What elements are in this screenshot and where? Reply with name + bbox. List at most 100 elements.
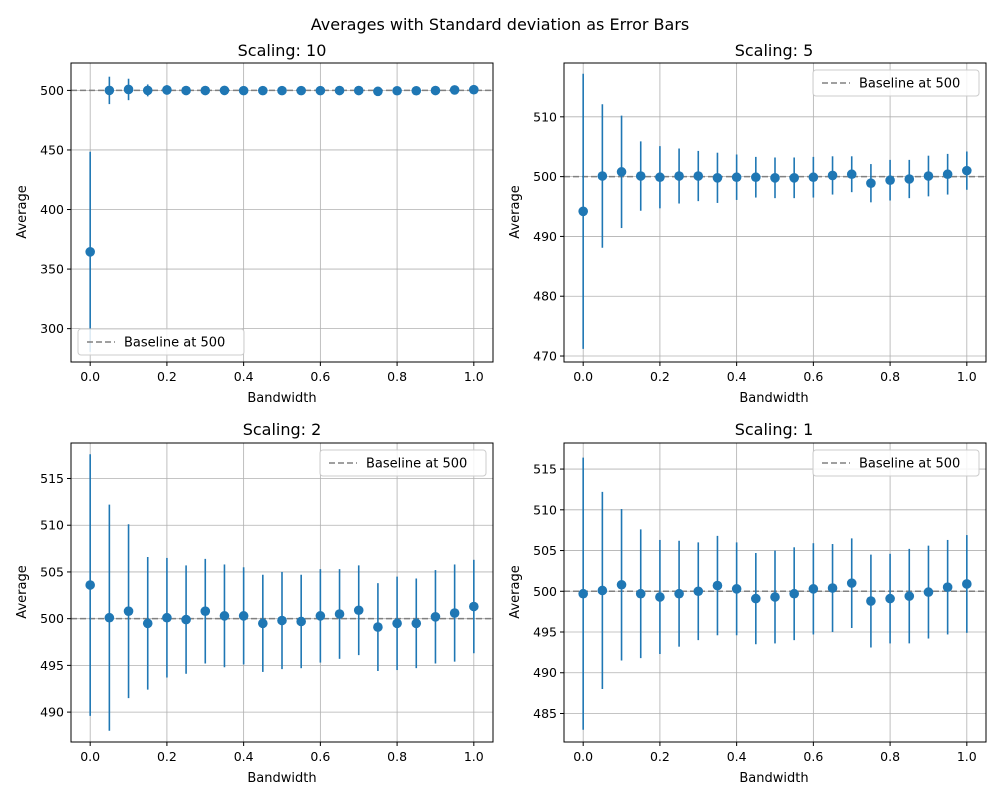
data-point	[277, 615, 287, 626]
data-point	[219, 85, 230, 96]
data-point	[334, 609, 345, 619]
y-axis-label: Average	[15, 565, 30, 618]
data-point	[296, 616, 306, 627]
data-point	[770, 173, 780, 183]
legend: Baseline at 500	[77, 328, 245, 356]
data-point	[430, 85, 441, 96]
x-tick-label: 0.6	[310, 749, 330, 764]
subplot-title: Scaling: 2	[243, 420, 322, 439]
data-point	[258, 85, 268, 96]
data-point	[162, 85, 172, 95]
data-point	[635, 171, 646, 181]
data-point	[866, 596, 876, 606]
x-axis-label: Bandwidth	[739, 771, 808, 786]
data-point	[885, 593, 895, 604]
x-tick-label: 0.8	[880, 369, 900, 384]
data-point	[693, 171, 704, 181]
x-tick-label: 0.4	[727, 369, 747, 384]
data-point	[411, 85, 422, 96]
x-tick-label: 0.4	[234, 749, 254, 764]
y-axis-label: Average	[15, 185, 30, 238]
x-tick-label: 0.8	[387, 369, 407, 384]
x-tick-label: 0.0	[80, 749, 100, 764]
data-point	[635, 588, 646, 599]
data-point	[449, 85, 460, 95]
data-point	[942, 169, 953, 180]
data-point	[277, 85, 287, 96]
data-point	[789, 173, 799, 183]
data-point	[315, 85, 326, 96]
axes-frame	[563, 62, 987, 363]
data-point	[712, 580, 723, 591]
legend-label: Baseline at 500	[859, 77, 960, 92]
y-tick-label: 470	[533, 349, 557, 364]
y-tick-label: 515	[40, 471, 64, 486]
x-tick-label: 0.4	[234, 369, 254, 384]
y-tick-label: 500	[40, 611, 64, 626]
data-point	[181, 85, 191, 96]
y-tick-label: 510	[533, 109, 557, 124]
data-point	[200, 85, 211, 96]
data-point	[449, 608, 460, 618]
y-tick-label: 300	[40, 321, 64, 336]
legend-label: Baseline at 500	[366, 457, 467, 472]
x-tick-label: 0.0	[573, 749, 593, 764]
data-point	[962, 579, 972, 589]
data-point	[597, 171, 608, 181]
plot-area	[71, 76, 493, 352]
data-point	[827, 583, 838, 593]
x-tick-label: 0.6	[803, 369, 823, 384]
data-point	[751, 172, 761, 183]
x-tick-label: 1.0	[464, 749, 484, 764]
data-point	[846, 578, 857, 588]
data-point	[392, 618, 402, 629]
data-point	[616, 579, 627, 590]
legend-box	[812, 449, 980, 477]
data-point	[258, 618, 268, 629]
x-tick-label: 0.0	[573, 369, 593, 384]
data-point	[469, 84, 479, 95]
y-tick-label: 515	[533, 462, 557, 477]
data-point	[808, 584, 819, 594]
data-point	[942, 582, 953, 593]
y-tick-label: 490	[533, 229, 557, 244]
data-point	[469, 601, 479, 612]
data-point	[104, 85, 115, 96]
data-point	[962, 165, 972, 176]
legend: Baseline at 500	[812, 449, 980, 477]
y-tick-label: 495	[533, 625, 557, 640]
data-point	[923, 587, 934, 597]
data-point	[712, 173, 723, 183]
subplot-title: Scaling: 5	[735, 41, 814, 60]
data-point	[162, 612, 172, 623]
data-point	[353, 85, 364, 96]
data-point	[85, 580, 95, 590]
legend-label: Baseline at 500	[124, 336, 225, 351]
subplot-title: Scaling: 1	[735, 420, 814, 439]
legend: Baseline at 500	[319, 449, 487, 477]
data-point	[655, 592, 665, 602]
data-point	[866, 178, 876, 188]
x-tick-label: 0.2	[157, 369, 177, 384]
data-point	[411, 618, 422, 629]
data-point	[674, 588, 684, 599]
data-point	[578, 588, 588, 599]
x-axis-label: Bandwidth	[247, 771, 316, 786]
data-point	[578, 206, 588, 217]
data-point	[904, 591, 915, 601]
x-tick-label: 1.0	[464, 369, 484, 384]
y-tick-label: 510	[40, 518, 64, 533]
axes-frame	[563, 442, 987, 743]
axes-frame	[70, 62, 494, 363]
y-tick-label: 505	[533, 543, 557, 558]
y-tick-label: 490	[40, 705, 64, 720]
y-axis-label: Average	[508, 185, 523, 238]
data-point	[104, 612, 115, 623]
data-point	[770, 592, 780, 602]
subplot-title: Scaling: 10	[238, 41, 327, 60]
y-tick-label: 450	[40, 142, 64, 157]
data-point	[430, 611, 441, 622]
data-point	[808, 172, 819, 183]
data-point	[373, 86, 383, 97]
